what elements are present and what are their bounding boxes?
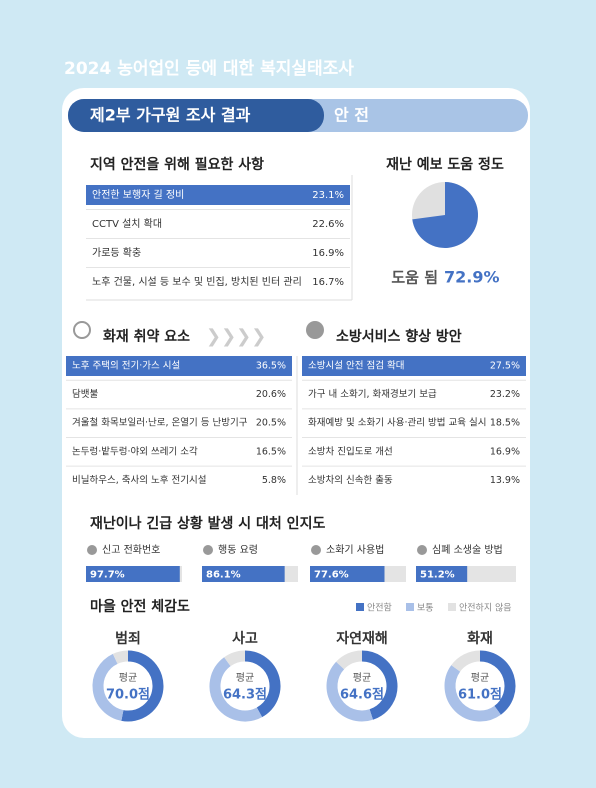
donut-average: 평균	[353, 672, 371, 684]
donut-score: 70.0점	[106, 688, 150, 703]
item-value: 20.6%	[256, 389, 286, 400]
section-title: 마을 안전 체감도	[90, 598, 190, 615]
bar	[310, 566, 385, 582]
item-label: 노후 주택의 전기·가스 시설	[72, 361, 180, 372]
donut-average: 평균	[119, 672, 137, 684]
section-title: 화재 취약 요소	[103, 328, 190, 345]
donut-score: 64.6점	[340, 688, 384, 703]
highlight	[302, 356, 526, 376]
donut-segment	[336, 650, 363, 670]
fire-icon	[73, 321, 91, 339]
item-value: 23.1%	[312, 190, 344, 201]
donut-score: 61.0점	[458, 688, 502, 703]
donut-score: 64.3점	[223, 688, 267, 703]
item-value: 16.7%	[312, 277, 344, 288]
firefighter-icon	[306, 321, 324, 339]
donut-label: 화재	[467, 631, 493, 647]
legend-swatch	[448, 603, 456, 611]
pie-label: 도움 됨	[391, 269, 438, 287]
item-value: 16.9%	[312, 248, 344, 259]
legend-swatch	[406, 603, 414, 611]
donut-segment	[361, 650, 398, 720]
bar-value: 97.7%	[90, 570, 125, 581]
item-label: 소방차의 신속한 출동	[308, 474, 393, 486]
item-value: 16.9%	[490, 446, 520, 457]
donut-average: 평균	[471, 672, 489, 684]
section-title: 지역 안전을 위해 필요한 사항	[90, 156, 264, 173]
item-label: 심폐 소생술 방법	[432, 544, 503, 556]
donut-label: 범죄	[115, 631, 141, 647]
item-label: 소방차 진입도로 개선	[308, 445, 393, 457]
item-value: 13.9%	[490, 475, 520, 486]
bar	[86, 566, 180, 582]
item-label: 화재예방 및 소화기 사용·관리 방법 교육 실시	[308, 417, 486, 429]
icon	[417, 545, 427, 555]
icon	[203, 545, 213, 555]
item-label: 겨울철 화목보일러·난로, 온열기 등 난방기구	[72, 418, 248, 429]
icon	[87, 545, 97, 555]
section-title: 소방서비스 향상 방안	[336, 328, 462, 345]
item-label: CCTV 설치 확대	[92, 218, 162, 230]
item-label: 담뱃불	[72, 388, 98, 400]
item-label: 비닐하우스, 축사의 노후 전기시설	[72, 474, 206, 486]
item-value: 5.8%	[262, 475, 286, 486]
donut-segment	[479, 650, 516, 715]
item-value: 22.6%	[312, 219, 344, 230]
bar-value: 51.2%	[420, 570, 455, 581]
item-value: 16.5%	[256, 446, 286, 457]
part-title: 제2부 가구원 조사 결과	[90, 106, 251, 125]
donut-label: 자연재해	[336, 631, 388, 647]
legend-label: 안전하지 않음	[459, 603, 512, 614]
section-title: 재난이나 긴급 상황 발생 시 대처 인지도	[90, 515, 325, 532]
pie-slice	[412, 182, 478, 248]
arrows: ❯❯❯❯	[206, 326, 266, 347]
donut-segment	[92, 653, 124, 721]
donut-segment	[444, 665, 501, 722]
legend-swatch	[356, 603, 364, 611]
donut-segment	[224, 650, 246, 667]
item-label: 소화기 사용법	[326, 544, 384, 556]
page-title: 2024 농어업인 등에 대한 복지실태조사	[64, 59, 354, 79]
item-value: 27.5%	[490, 361, 520, 372]
donut-average: 평균	[236, 672, 254, 684]
bar	[416, 566, 468, 582]
item-value: 18.5%	[490, 418, 520, 429]
donut-segment	[209, 657, 263, 722]
item-label: 행동 요령	[218, 544, 258, 556]
item-label: 가구 내 소화기, 화재경보기 보급	[308, 388, 437, 400]
highlight	[66, 356, 292, 376]
item-label: 노후 건물, 시설 등 보수 및 빈집, 방치된 빈터 관리	[92, 276, 302, 288]
legend-label: 안전함	[367, 603, 392, 614]
highlight	[86, 185, 350, 205]
pie-value: 72.9%	[444, 268, 500, 287]
donut-label: 사고	[232, 631, 258, 647]
icon	[311, 545, 321, 555]
item-label: 논두렁·밭두렁·야외 쓰레기 소각	[72, 445, 198, 457]
legend-label: 보통	[417, 603, 434, 614]
bar	[202, 566, 285, 582]
item-label: 가로등 확충	[92, 247, 141, 259]
section-title: 안 전	[334, 106, 369, 125]
item-value: 20.5%	[256, 418, 286, 429]
donut-segment	[326, 661, 373, 722]
donut-segment	[451, 650, 481, 672]
bar-value: 77.6%	[314, 570, 349, 581]
donut-segment	[112, 650, 129, 664]
item-label: 소방시설 안전 점검 확대	[308, 360, 404, 372]
item-value: 36.5%	[256, 361, 286, 372]
item-label: 안전한 보행자 길 정비	[92, 188, 184, 201]
donut-segment	[121, 650, 164, 722]
part-band	[68, 99, 324, 132]
item-value: 23.2%	[490, 389, 520, 400]
section-title: 재난 예보 도움 정도	[386, 156, 504, 173]
item-label: 신고 전화번호	[102, 544, 160, 556]
bar-value: 86.1%	[206, 570, 241, 581]
donut-segment	[244, 650, 281, 718]
